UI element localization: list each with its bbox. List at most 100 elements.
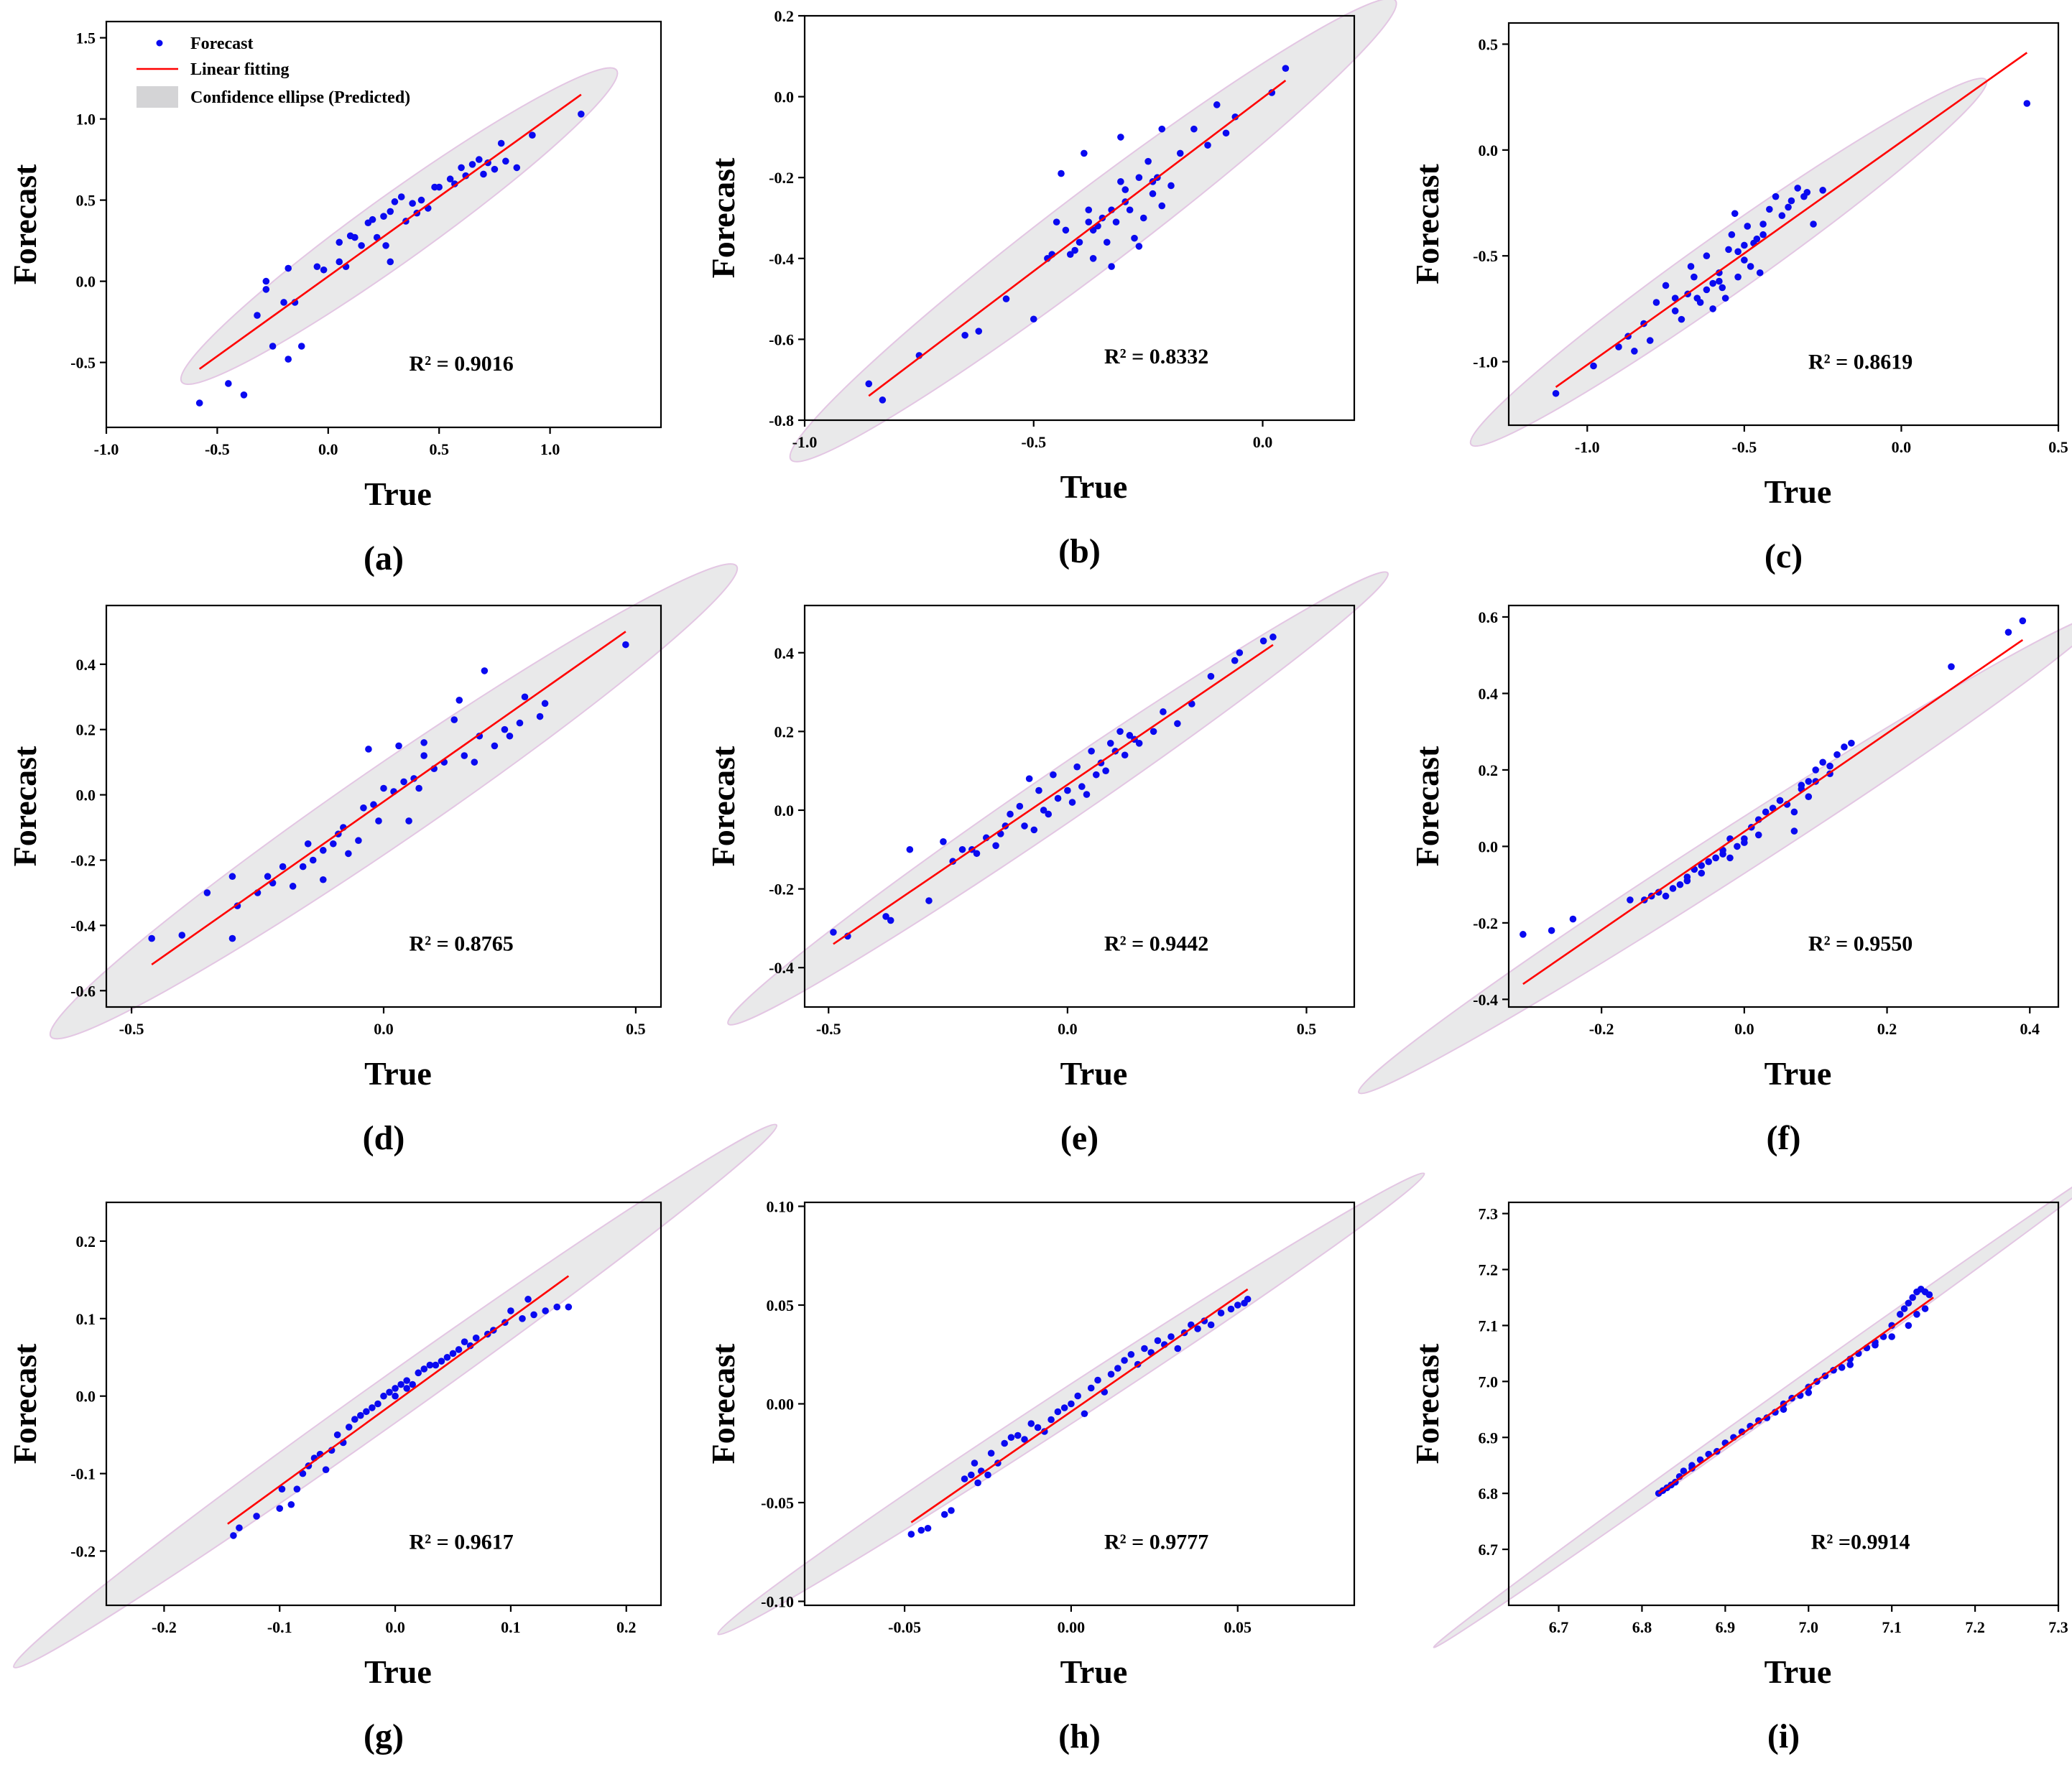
plot-frame [803, 14, 1356, 422]
data-point [2023, 100, 2031, 107]
data-point [148, 934, 155, 942]
y-tick-label: -1.0 [1473, 353, 1498, 371]
data-point [975, 328, 983, 335]
legend-ellipse-label: Confidence ellipse (Predicted) [190, 88, 410, 107]
data-point [387, 258, 394, 266]
panel-label: (f) [1767, 1119, 1801, 1157]
data-point [1698, 862, 1706, 869]
y-tick-label: 0.5 [76, 192, 96, 210]
data-point [1905, 1322, 1913, 1329]
x-tick-label: 0.2 [1877, 1020, 1897, 1038]
data-point [289, 883, 297, 890]
x-tick-label: 0.0 [385, 1618, 405, 1636]
y-tick-label: -0.05 [761, 1494, 794, 1512]
data-point [1790, 827, 1798, 835]
y-tick-label: 0.4 [774, 644, 795, 662]
y-tick-label: 0.0 [1479, 141, 1499, 159]
x-tick-label: 7.2 [1965, 1618, 1985, 1636]
data-point [1712, 854, 1719, 862]
y-tick-label: -0.4 [769, 959, 794, 977]
data-point [1800, 192, 1808, 200]
data-point [417, 196, 425, 204]
data-point [409, 200, 416, 207]
data-point [882, 913, 889, 920]
data-point [1053, 218, 1060, 226]
data-point [1669, 885, 1677, 892]
data-point [1016, 802, 1024, 810]
data-point [236, 1524, 243, 1531]
r-squared-label: R² = 0.9442 [1104, 932, 1208, 956]
x-tick-label: 0.5 [2048, 438, 2068, 456]
x-tick-label: 6.9 [1716, 1618, 1736, 1636]
data-point [1085, 206, 1093, 214]
data-point [984, 1471, 991, 1479]
data-point [1117, 178, 1124, 185]
data-point [1068, 1400, 1075, 1408]
data-point [1062, 226, 1070, 234]
data-point [502, 157, 509, 165]
x-tick-label: -0.5 [816, 1020, 841, 1038]
data-point [1121, 751, 1129, 759]
y-tick-label: 0.10 [767, 1198, 795, 1216]
data-point [203, 889, 211, 896]
x-tick-label: 0.0 [1734, 1020, 1754, 1038]
data-point [386, 1388, 393, 1396]
data-point [375, 817, 382, 825]
data-point [322, 1466, 330, 1474]
data-point [1149, 190, 1157, 198]
y-tick-label: -0.4 [769, 250, 794, 268]
x-axis-label: True [1060, 1055, 1128, 1092]
data-point [1064, 786, 1071, 794]
data-point [1683, 873, 1691, 881]
data-point [254, 312, 261, 319]
data-point [1848, 739, 1855, 747]
data-point [1790, 808, 1798, 816]
x-tick-label: 0.1 [501, 1618, 521, 1636]
y-tick-label: -0.4 [70, 916, 96, 934]
data-point [1035, 786, 1042, 794]
y-tick-label: -0.5 [1473, 247, 1498, 265]
plot-frame [1507, 1201, 2060, 1607]
x-tick-label: 0.0 [1253, 433, 1273, 451]
data-point [1759, 231, 1767, 238]
y-tick-label: 1.0 [76, 111, 96, 129]
data-point [1520, 931, 1527, 938]
data-point [1734, 843, 1741, 850]
data-point [1805, 1389, 1813, 1396]
data-point [1776, 797, 1784, 804]
data-point [1121, 1357, 1128, 1364]
data-point [1731, 210, 1739, 218]
data-point [1646, 337, 1654, 344]
x-tick-label: 0.0 [1892, 438, 1912, 456]
data-point [391, 198, 399, 205]
data-point [461, 1338, 468, 1345]
data-point [1074, 1392, 1081, 1400]
data-point [1759, 221, 1767, 228]
data-point [925, 897, 933, 904]
data-point [360, 804, 367, 812]
panel-b: -1.0 -0.5 0.0 -0.8 -0.6 -0.4 -0.2 0.0 0.2 True F… [705, 0, 1397, 570]
data-point [1047, 1416, 1055, 1424]
data-point [1705, 858, 1712, 866]
data-point [1888, 1322, 1895, 1329]
data-point [1728, 231, 1736, 238]
data-point [392, 1392, 399, 1400]
data-point [1756, 269, 1764, 277]
linear-fit-line [833, 644, 1274, 945]
data-point [1131, 234, 1138, 242]
legend-ellipse-swatch [137, 86, 178, 108]
data-point [1691, 273, 1698, 281]
x-tick-label: -0.5 [1731, 438, 1757, 456]
y-axis-label: Forecast [705, 1343, 741, 1464]
data-point [1703, 252, 1711, 260]
data-point [1590, 362, 1597, 370]
data-point [262, 286, 270, 293]
x-axis-label: True [1060, 468, 1128, 505]
x-axis-label: True [364, 1653, 432, 1690]
data-point [276, 1505, 284, 1512]
data-point [1872, 1341, 1879, 1349]
data-point [400, 778, 407, 786]
data-point [1083, 791, 1091, 798]
panel-d: -0.5 0.0 0.5 -0.6 -0.4 -0.2 0.0 0.2 0.4 True For… [6, 563, 739, 1157]
data-point [1167, 1333, 1175, 1340]
